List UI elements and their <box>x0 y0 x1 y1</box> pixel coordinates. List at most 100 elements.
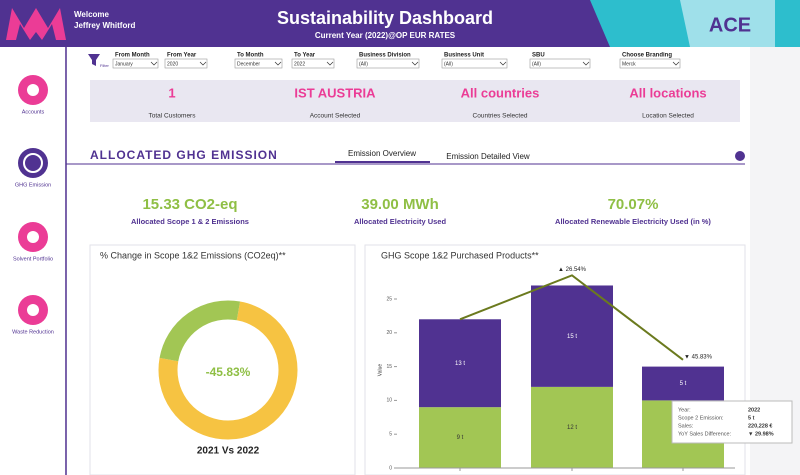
brand-panel <box>680 0 775 47</box>
y-tick-label: 15 <box>386 364 392 370</box>
summary-value: All locations <box>629 85 706 100</box>
tooltip-key: Year: <box>678 407 691 413</box>
brand: ACE <box>709 14 751 36</box>
nav-icon-glyph <box>27 84 39 96</box>
filter-value[interactable]: (All) <box>444 61 453 67</box>
filter-label: From Year <box>167 53 197 59</box>
y-tick-label: 20 <box>386 330 392 336</box>
filter-caret <box>150 61 158 66</box>
filter-caret <box>274 61 282 66</box>
filter-select[interactable] <box>291 58 335 69</box>
kpi-label: Allocated Renewable Electricity Used (in… <box>555 217 711 226</box>
bar-value-label: 9 t <box>457 435 464 441</box>
filter-caret <box>326 61 334 66</box>
filter-value[interactable]: Merck <box>622 61 636 67</box>
kpi-value: 15.33 CO2-eq <box>142 196 237 213</box>
filter-value[interactable]: December <box>237 61 260 67</box>
bar-segment <box>531 386 613 468</box>
filter-icon-label: Filter <box>100 63 110 68</box>
filter-select[interactable] <box>234 58 283 69</box>
filter-select[interactable] <box>112 58 159 69</box>
summary-value: IST AUSTRIA <box>294 85 376 100</box>
bar-segment <box>419 407 501 468</box>
filter-label: From Month <box>115 53 150 59</box>
donut-caption: 2021 Vs 2022 <box>197 446 260 457</box>
user-name: Jeffrey Whitford <box>74 21 135 30</box>
nav-label[interactable]: GHG Emission <box>15 182 51 188</box>
kpi-value: 39.00 MWh <box>361 196 439 213</box>
filter-select[interactable] <box>164 58 208 69</box>
nav-icon-ring <box>23 153 43 173</box>
donut-segment <box>159 300 241 362</box>
filter-label: Choose Branding <box>622 53 672 59</box>
tooltip-value: 5 t <box>748 415 755 421</box>
annotation: ▲ 26.54% <box>558 267 587 273</box>
nav-icon-glyph <box>27 304 39 316</box>
filter-label: Business Unit <box>444 53 484 59</box>
filter-label: To Year <box>294 53 316 59</box>
info-icon[interactable] <box>735 151 745 161</box>
donut-card <box>89 244 356 475</box>
filter-value[interactable]: 2022 <box>294 61 305 67</box>
summary-box <box>90 80 740 122</box>
filter-select[interactable] <box>441 58 508 69</box>
logo <box>6 8 66 40</box>
filter-select[interactable] <box>356 58 420 69</box>
filter-icon[interactable] <box>88 54 100 66</box>
summary-label: Total Customers <box>149 113 197 120</box>
filter-value[interactable]: January <box>115 61 133 67</box>
filter-caret <box>582 61 590 66</box>
tooltip-key: YoY Sales Difference: <box>678 431 732 437</box>
tooltip-value: 2022 <box>748 407 760 413</box>
page-title: Sustainability Dashboard <box>277 8 493 28</box>
tooltip <box>671 400 793 444</box>
y-tick-label: 10 <box>386 398 392 404</box>
tab[interactable]: Emission Detailed View <box>446 152 530 161</box>
filter-select[interactable] <box>619 58 681 69</box>
nav-label[interactable]: Waste Reduction <box>12 329 54 335</box>
bar-value-label: 13 t <box>455 361 465 367</box>
filter-value[interactable]: (All) <box>532 61 541 67</box>
filter-caret <box>411 61 419 66</box>
filter-select[interactable] <box>529 58 591 69</box>
bar-segment <box>419 319 501 408</box>
trend-line <box>459 274 684 361</box>
kpi-value: 70.07% <box>608 196 659 213</box>
y-tick-label: 0 <box>389 465 392 471</box>
donut-center-label: -45.83% <box>206 365 251 379</box>
annotation: ▼ 45.83% <box>684 354 713 360</box>
summary-value: All countries <box>461 85 540 100</box>
filter-caret <box>499 61 507 66</box>
nav-icon[interactable] <box>18 148 48 178</box>
filter-label: SBU <box>532 53 545 59</box>
nav-label[interactable]: Accounts <box>22 109 45 115</box>
nav-icon-glyph <box>27 231 39 243</box>
filter-value[interactable]: 2020 <box>167 61 178 67</box>
sidebar <box>0 47 65 475</box>
bar-value-label: 12 t <box>567 425 577 431</box>
summary-label: Countries Selected <box>473 113 528 120</box>
filter-label: To Month <box>237 53 264 59</box>
filter-caret <box>199 61 207 66</box>
summary-label: Account Selected <box>310 113 361 120</box>
chart-title: % Change in Scope 1&2 Emissions (CO2eq)*… <box>100 250 286 260</box>
page-subtitle: Current Year (2022)@OP EUR RATES <box>315 31 456 40</box>
bar-value-label: 15 t <box>567 334 577 340</box>
y-axis-label: Value <box>377 364 383 377</box>
tooltip-key: Sales: <box>678 423 694 429</box>
tab-active[interactable]: Emission Overview <box>348 149 416 158</box>
tooltip-value: 220,228 € <box>748 423 772 429</box>
tooltip-value: ▼ 29.98% <box>748 431 774 437</box>
filter-value[interactable]: (All) <box>359 61 368 67</box>
nav-label[interactable]: Solvent Portfolio <box>13 256 53 262</box>
tooltip-key: Scope 2 Emission: <box>678 415 724 421</box>
y-tick-label: 25 <box>386 296 392 302</box>
donut-segment <box>158 301 298 440</box>
bar-segment <box>531 285 613 387</box>
welcome: Welcome <box>74 10 110 19</box>
filter-caret <box>672 61 680 66</box>
bar-segment <box>642 366 724 401</box>
filter-label: Business Division <box>359 53 411 59</box>
